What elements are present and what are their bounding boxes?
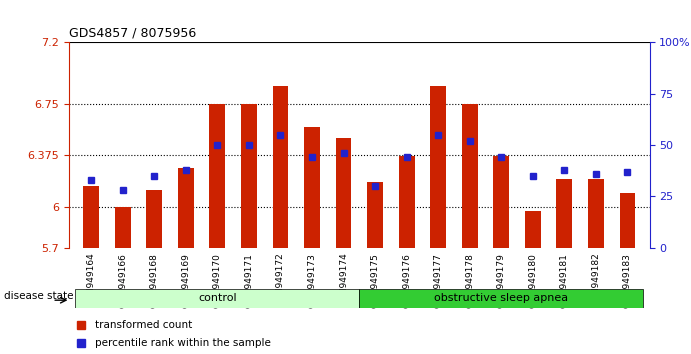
Bar: [75, 289, 359, 308]
Text: control: control: [198, 293, 237, 303]
Bar: [336, 138, 352, 248]
Bar: [620, 193, 635, 248]
Bar: [241, 104, 257, 248]
Bar: [525, 211, 540, 248]
Bar: [272, 86, 288, 248]
Bar: [359, 289, 643, 308]
Bar: [115, 207, 131, 248]
Bar: [146, 190, 162, 248]
Bar: [493, 156, 509, 248]
Bar: [209, 104, 225, 248]
Text: disease state: disease state: [3, 291, 73, 301]
Bar: [304, 127, 320, 248]
Bar: [556, 179, 572, 248]
Bar: [399, 156, 415, 248]
Bar: [588, 179, 604, 248]
Bar: [430, 86, 446, 248]
Text: GDS4857 / 8075956: GDS4857 / 8075956: [69, 27, 196, 40]
Text: obstructive sleep apnea: obstructive sleep apnea: [434, 293, 568, 303]
Bar: [367, 182, 383, 248]
Bar: [462, 104, 477, 248]
Bar: [178, 169, 193, 248]
Text: percentile rank within the sample: percentile rank within the sample: [95, 338, 271, 348]
Bar: [84, 186, 99, 248]
Text: transformed count: transformed count: [95, 320, 193, 330]
